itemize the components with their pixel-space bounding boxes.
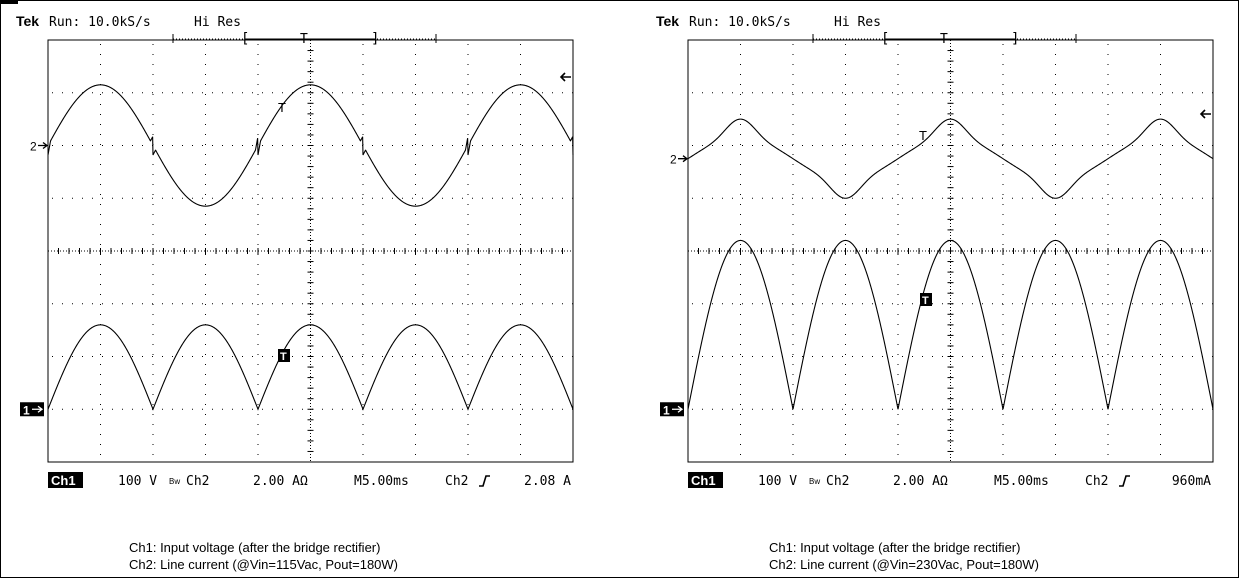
brand-label: Tek	[656, 13, 679, 29]
run-status-label: Run: 10.0kS/s	[49, 15, 151, 30]
trigger-point-label: T	[919, 128, 927, 143]
ch1-arrow-icon	[672, 405, 684, 413]
acquisition-mode-label: Hi Res	[194, 15, 241, 30]
caption-line: Ch1: Input voltage (after the bridge rec…	[129, 540, 381, 555]
window-close-bracket: ]	[1011, 31, 1019, 47]
trigger-source-readout: Ch2	[445, 474, 468, 489]
ch1-readout-box	[48, 472, 83, 488]
waveform-ch1	[47, 324, 574, 411]
window-close-bracket: ]	[371, 31, 379, 47]
window-open-bracket: [	[881, 31, 889, 47]
corner-tab	[0, 0, 18, 4]
trigger-level-arrow-icon	[559, 72, 571, 82]
figure-caption: Ch1: Input voltage (after the bridge rec…	[129, 539, 398, 573]
trigger-level-readout: 2.08 A	[524, 474, 571, 489]
ch1-ground-marker: 1	[663, 403, 670, 417]
trigger-slope-icon	[1119, 475, 1130, 487]
scope-panel-right: Tek Run: 10.0kS/s Hi Res[T] 2 1 T T Ch1 100 V Bᴡ C…	[656, 8, 1216, 578]
bandwidth-limit-icon: Bᴡ	[169, 477, 180, 486]
waveform-ch2	[687, 118, 1214, 199]
ch2-readout-label: Ch2	[826, 474, 849, 489]
window-open-bracket: [	[241, 31, 249, 47]
caption-line: Ch2: Line current (@Vin=230Vac, Pout=180…	[769, 557, 1039, 572]
ch1-scale-readout: 100 V	[758, 474, 797, 489]
ch1-scale-readout: 100 V	[118, 474, 157, 489]
ch2-scale-readout: 2.00 AΩ	[893, 474, 948, 489]
waveform-ch1	[687, 239, 1214, 410]
scope-panel-left: Tek Run: 10.0kS/s Hi Res[T] 2 1 T T Ch1 100 V Bᴡ C…	[16, 8, 576, 578]
brand-label: Tek	[16, 13, 39, 29]
ch1-readout-box	[688, 472, 723, 488]
ch2-ground-marker: 2	[670, 153, 677, 167]
trigger-marker-box	[278, 349, 290, 362]
ch2-arrow-icon	[678, 155, 689, 163]
ch1-readout-label: Ch1	[51, 473, 76, 488]
trigger-level-arrow-icon	[1199, 109, 1211, 119]
caption-line: Ch1: Input voltage (after the bridge rec…	[769, 540, 1021, 555]
waveform-ch2	[47, 84, 574, 207]
figure-caption: Ch1: Input voltage (after the bridge rec…	[769, 539, 1039, 573]
trigger-source-readout: Ch2	[1085, 474, 1108, 489]
trigger-slope-icon	[479, 475, 490, 487]
ch1-ground-marker: 1	[23, 403, 30, 417]
acquisition-mode-label: Hi Res	[834, 15, 881, 30]
ch2-readout-label: Ch2	[186, 474, 209, 489]
trigger-marker-label: T	[280, 351, 287, 363]
run-status-label: Run: 10.0kS/s	[689, 15, 791, 30]
timebase-readout: M5.00ms	[354, 474, 409, 489]
ch1-arrow-icon	[32, 405, 44, 413]
trigger-marker-box	[920, 293, 932, 306]
ch1-readout-label: Ch1	[691, 473, 716, 488]
bandwidth-limit-icon: Bᴡ	[809, 477, 820, 486]
trigger-level-readout: 960mA	[1172, 474, 1211, 489]
trigger-point-label: T	[278, 100, 286, 115]
ch2-arrow-icon	[38, 141, 49, 150]
trigger-marker-label: T	[922, 295, 929, 307]
ch2-ground-marker: 2	[30, 140, 37, 154]
timebase-readout: M5.00ms	[994, 474, 1049, 489]
caption-line: Ch2: Line current (@Vin=115Vac, Pout=180…	[129, 557, 399, 572]
ch2-scale-readout: 2.00 AΩ	[253, 474, 308, 489]
